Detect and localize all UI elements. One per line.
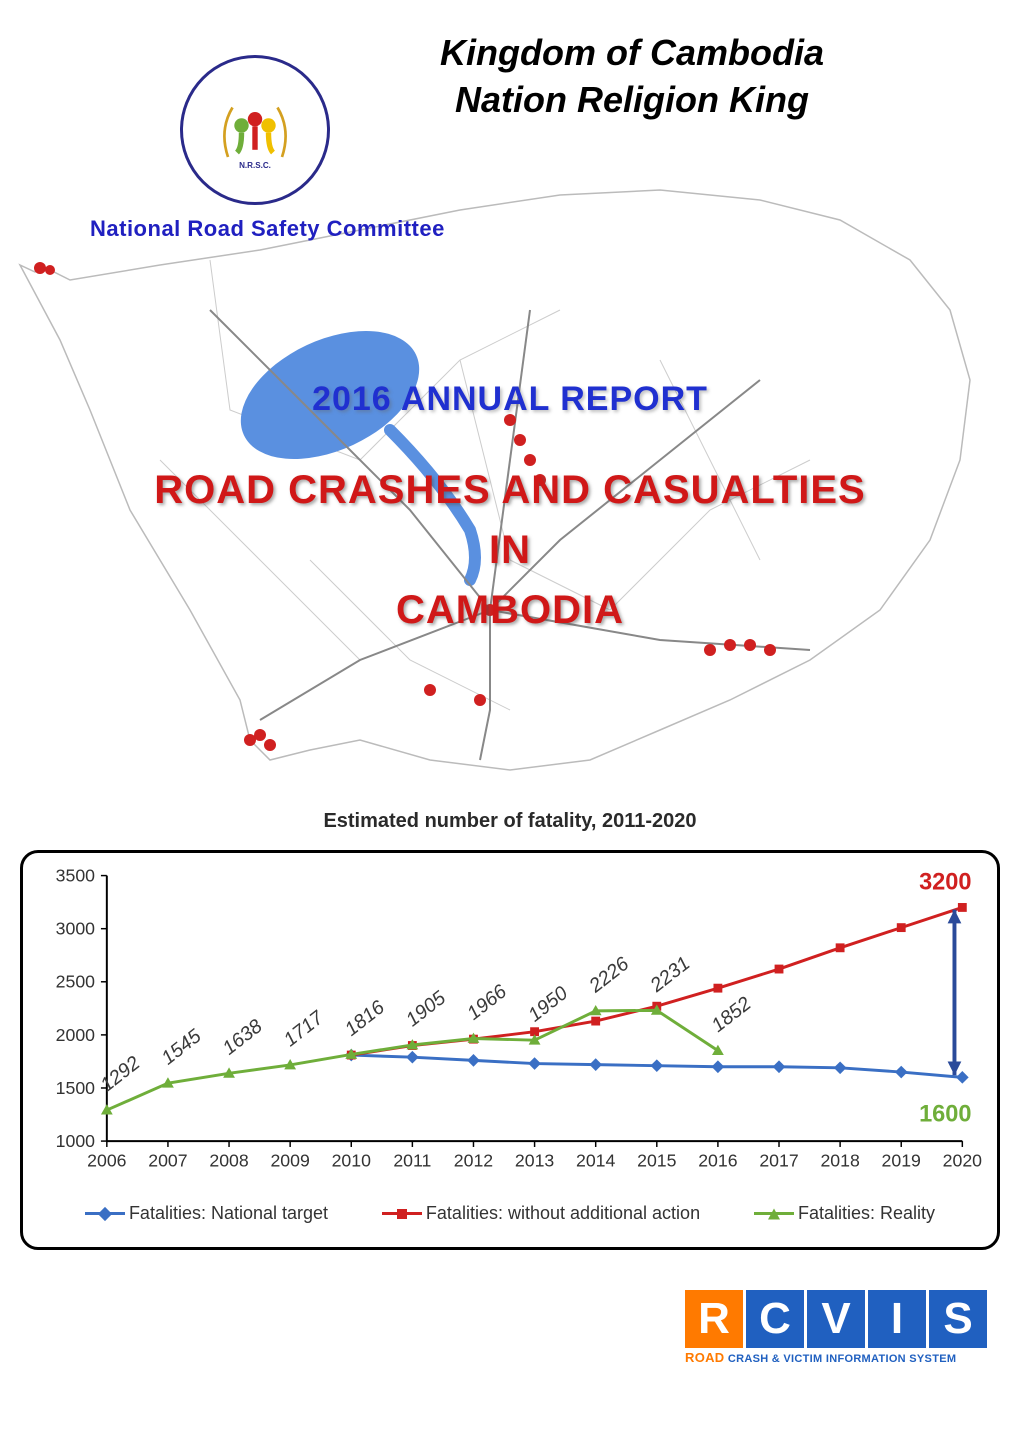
rcvis-subtitle: ROAD CRASH & VICTIM INFORMATION SYSTEM (685, 1350, 995, 1365)
header-title: Kingdom of Cambodia Nation Religion King (440, 30, 824, 124)
main-title-line2: IN (0, 520, 1020, 580)
svg-text:2013: 2013 (515, 1151, 555, 1171)
report-year: 2016 ANNUAL REPORT (0, 380, 1020, 419)
svg-text:2012: 2012 (454, 1151, 493, 1171)
svg-text:1717: 1717 (280, 1006, 329, 1051)
svg-text:2008: 2008 (209, 1151, 249, 1171)
svg-text:2006: 2006 (87, 1151, 127, 1171)
svg-text:2010: 2010 (332, 1151, 372, 1171)
svg-text:1816: 1816 (341, 996, 389, 1040)
legend-label: Fatalities: National target (129, 1203, 328, 1224)
rcvis-letter-i: I (868, 1290, 926, 1348)
svg-text:3500: 3500 (56, 865, 96, 885)
rcvis-letter-c: C (746, 1290, 804, 1348)
main-title-line1: ROAD CRASHES AND CASUALTIES (0, 460, 1020, 520)
svg-text:2231: 2231 (646, 952, 695, 997)
svg-text:2015: 2015 (637, 1151, 677, 1171)
legend-item: Fatalities: Reality (754, 1203, 935, 1224)
fatality-chart: 1000 1500 2000 2500 3000 3500 2006 2007 2008 2009… (20, 850, 1000, 1250)
chart-title: Estimated number of fatality, 2011-2020 (0, 810, 1020, 833)
svg-text:2226: 2226 (584, 953, 633, 998)
svg-text:2019: 2019 (882, 1151, 921, 1171)
svg-text:N.R.S.C.: N.R.S.C. (239, 161, 271, 170)
legend-item: Fatalities: without additional action (382, 1203, 700, 1224)
svg-text:3000: 3000 (56, 919, 96, 939)
chart-legend: Fatalities: National target Fatalities: w… (38, 1198, 982, 1229)
rcvis-letter-r: R (685, 1290, 743, 1348)
nrsc-logo: N.R.S.C. (180, 55, 340, 215)
svg-text:2011: 2011 (393, 1151, 431, 1171)
legend-item: Fatalities: National target (85, 1203, 328, 1224)
svg-text:2009: 2009 (270, 1151, 309, 1171)
svg-text:2014: 2014 (576, 1151, 616, 1171)
legend-label: Fatalities: Reality (798, 1203, 935, 1224)
rcvis-logo: RCVIS ROAD CRASH & VICTIM INFORMATION SY… (685, 1290, 995, 1365)
svg-text:2007: 2007 (148, 1151, 187, 1171)
svg-text:2020: 2020 (943, 1151, 982, 1171)
chart-plot: 1000 1500 2000 2500 3000 3500 2006 2007 2008 2009… (38, 863, 982, 1193)
svg-text:1500: 1500 (56, 1078, 96, 1098)
header-line2: Nation Religion King (440, 77, 824, 124)
main-title: ROAD CRASHES AND CASUALTIES IN CAMBODIA (0, 460, 1020, 640)
svg-text:1600: 1600 (919, 1102, 972, 1128)
legend-label: Fatalities: without additional action (426, 1203, 700, 1224)
svg-text:1905: 1905 (402, 987, 450, 1031)
svg-text:2500: 2500 (56, 972, 96, 992)
svg-text:2016: 2016 (698, 1151, 738, 1171)
svg-text:2018: 2018 (820, 1151, 860, 1171)
main-title-line3: CAMBODIA (0, 580, 1020, 640)
svg-text:1292: 1292 (96, 1052, 144, 1096)
rcvis-letter-s: S (929, 1290, 987, 1348)
svg-text:1000: 1000 (56, 1131, 96, 1151)
rcvis-letter-v: V (807, 1290, 865, 1348)
svg-text:1950: 1950 (524, 982, 572, 1026)
header-line1: Kingdom of Cambodia (440, 30, 824, 77)
svg-text:1852: 1852 (707, 993, 755, 1037)
committee-label: National Road Safety Committee (90, 216, 445, 242)
svg-text:1966: 1966 (463, 980, 511, 1024)
svg-text:3200: 3200 (919, 870, 972, 896)
svg-text:2000: 2000 (56, 1025, 96, 1045)
svg-text:1545: 1545 (157, 1025, 205, 1069)
svg-text:2017: 2017 (759, 1151, 798, 1171)
svg-text:1638: 1638 (219, 1015, 267, 1059)
